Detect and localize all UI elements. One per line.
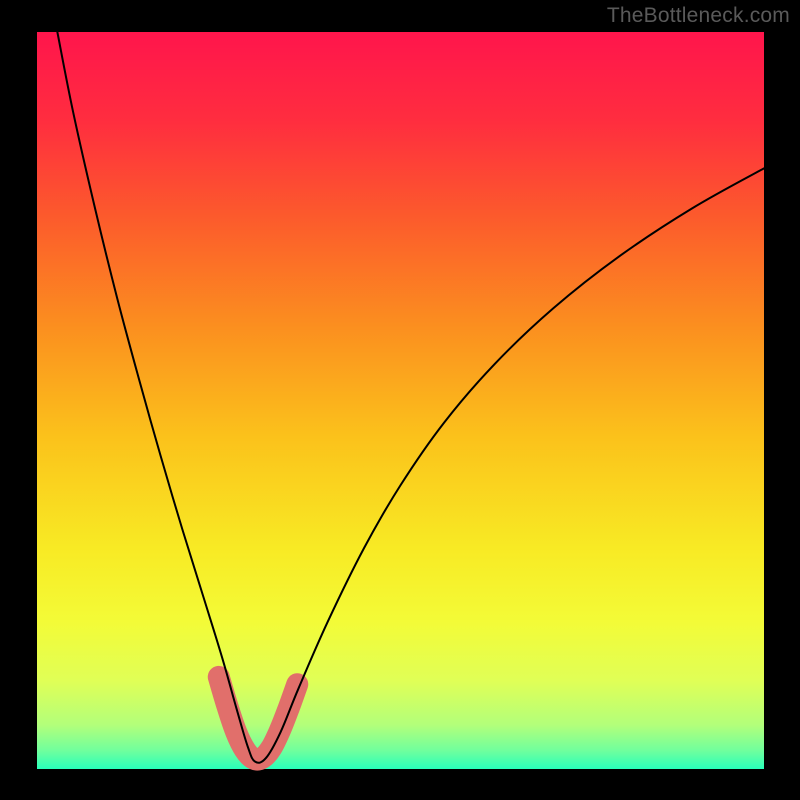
watermark-text: TheBottleneck.com <box>607 4 790 28</box>
chart-curve-layer <box>37 32 764 769</box>
chart-plot-area <box>37 32 764 769</box>
bottleneck-curve <box>57 32 764 763</box>
